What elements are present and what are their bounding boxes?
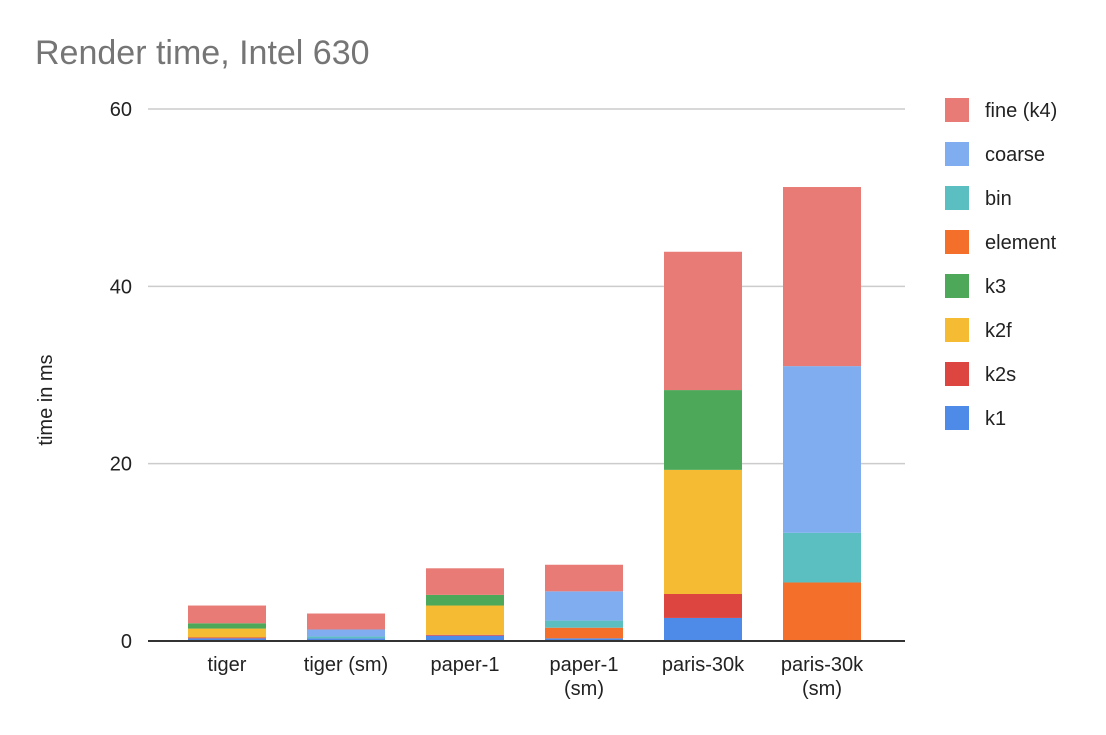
bars	[188, 187, 861, 641]
bar-segment	[545, 627, 623, 639]
bar-segment	[664, 469, 742, 595]
x-tick-label: tiger	[208, 654, 247, 676]
x-tick-label: paper-1	[431, 654, 500, 676]
bar-segment	[188, 637, 266, 639]
bar-segment	[426, 568, 504, 595]
bar-segment	[545, 564, 623, 592]
y-tick-label: 60	[110, 99, 132, 121]
y-tick-label: 0	[121, 631, 132, 653]
bar-segment	[426, 635, 504, 641]
x-tick-label: paris-30k	[662, 654, 745, 676]
x-tick-label: tiger (sm)	[304, 654, 388, 676]
legend-label: k2f	[985, 320, 1012, 342]
legend-label: fine (k4)	[985, 100, 1057, 122]
bar-segment	[426, 634, 504, 636]
y-tick-labels: 0 20 40 60	[110, 99, 132, 653]
legend-swatch	[945, 406, 969, 430]
y-tick-label: 20	[110, 454, 132, 476]
legend-swatch	[945, 318, 969, 342]
legend-swatch	[945, 274, 969, 298]
y-axis-title: time in ms	[35, 354, 57, 445]
y-tick-label: 40	[110, 276, 132, 298]
x-tick-label: (sm)	[802, 678, 842, 700]
legend-label: bin	[985, 188, 1012, 210]
bar-segment	[188, 638, 266, 641]
x-tick-label: (sm)	[564, 678, 604, 700]
bar-segment	[188, 605, 266, 624]
legend-label: k1	[985, 408, 1006, 430]
bar-segment	[783, 582, 861, 641]
bar-segment	[664, 594, 742, 618]
bar-segment	[664, 617, 742, 641]
bar-segment	[307, 638, 385, 641]
bar-segment	[426, 594, 504, 606]
bar-segment	[307, 613, 385, 630]
bar-segment	[188, 623, 266, 629]
legend-swatch	[945, 142, 969, 166]
bar-segment	[307, 629, 385, 637]
bar-segment	[545, 620, 623, 628]
legend: fine (k4) coarse bin element k3 k2f k2s k1	[945, 98, 1057, 430]
bar-segment	[188, 628, 266, 638]
legend-swatch	[945, 230, 969, 254]
bar-segment	[307, 636, 385, 639]
bar-segment	[783, 187, 861, 367]
bar-segment	[783, 532, 861, 583]
legend-swatch	[945, 186, 969, 210]
gridlines	[148, 108, 905, 465]
bar-segment	[545, 591, 623, 621]
bar-segment	[783, 366, 861, 533]
x-tick-label: paris-30k	[781, 654, 864, 676]
legend-swatch	[945, 362, 969, 386]
bar-segment	[545, 638, 623, 641]
bar-segment	[664, 251, 742, 391]
legend-label: coarse	[985, 144, 1045, 166]
legend-swatch	[945, 98, 969, 122]
x-tick-labels: tiger tiger (sm) paper-1 paper-1(sm)paris-3…	[208, 654, 865, 700]
x-tick-label: paper-1	[550, 654, 619, 676]
chart-title: Render time, Intel 630	[35, 34, 370, 72]
legend-label: k3	[985, 276, 1006, 298]
bar-segment	[426, 605, 504, 635]
bar-segment	[664, 390, 742, 470]
legend-label: element	[985, 232, 1057, 254]
legend-label: k2s	[985, 364, 1016, 386]
